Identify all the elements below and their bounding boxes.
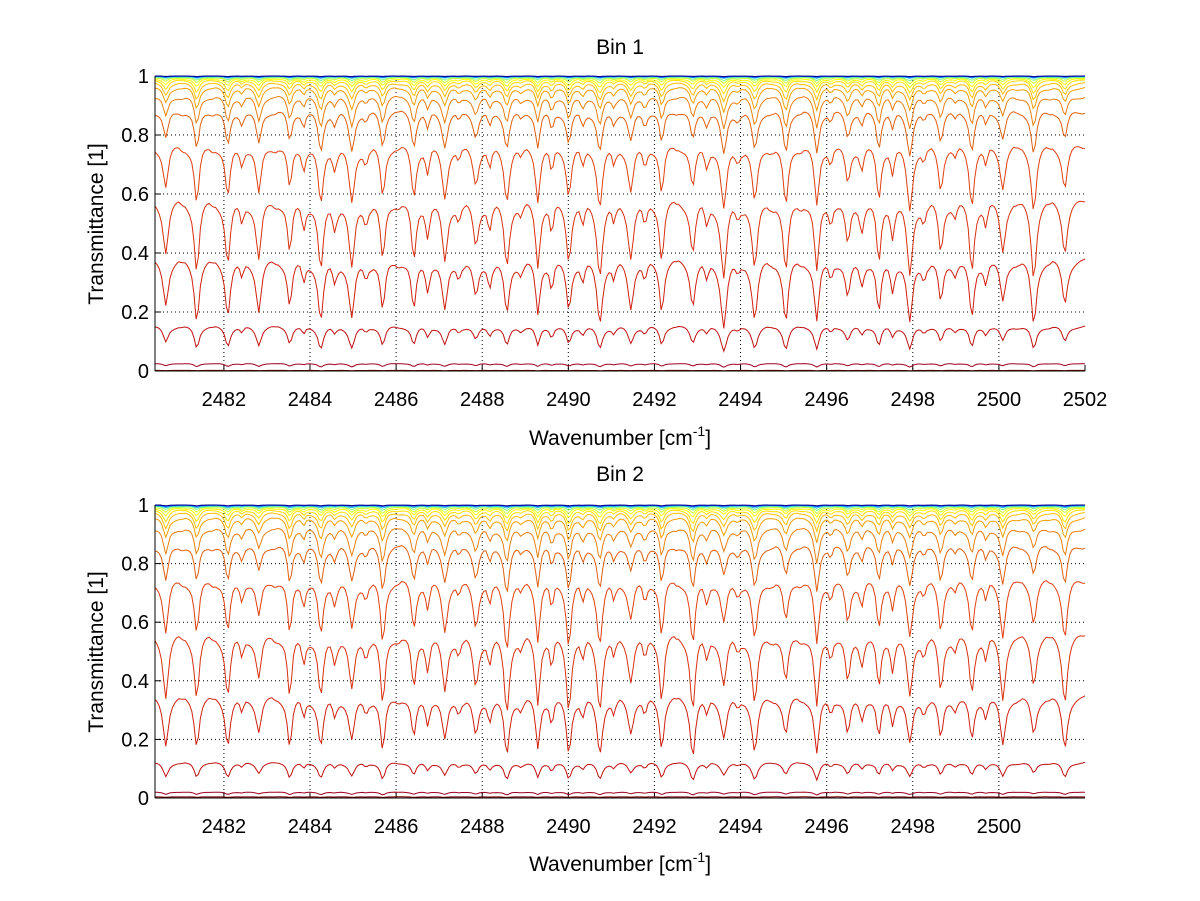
x-tick-label: 2488 bbox=[460, 816, 505, 838]
x-tick-label: 2488 bbox=[460, 389, 505, 411]
series-line-s17 bbox=[155, 796, 1085, 798]
axes-bin-1: Bin 1 Wavenumber [cm-1] Transmittance [1… bbox=[85, 36, 1107, 450]
series-line-s3 bbox=[155, 505, 1086, 509]
series-line-s12 bbox=[154, 146, 1086, 212]
y-tick-label: 0.8 bbox=[121, 554, 149, 576]
series-line-s14 bbox=[154, 695, 1086, 755]
x-tick-label: 2492 bbox=[632, 389, 677, 411]
series-line-s7 bbox=[154, 79, 1085, 95]
x-tick-label: 2494 bbox=[718, 389, 763, 411]
series-line-s4 bbox=[155, 76, 1086, 82]
axes-bin-2: Bin 2 Wavenumber [cm-1] Transmittance [1… bbox=[85, 463, 1086, 876]
x-tick-label: 2482 bbox=[202, 389, 247, 411]
x-tick-label: 2490 bbox=[546, 816, 591, 838]
y-axis-label: Transmittance [1] bbox=[85, 143, 108, 304]
series-line-s10 bbox=[154, 527, 1086, 564]
x-tick-label: 2500 bbox=[977, 816, 1022, 838]
x-tick-label: 2492 bbox=[632, 816, 677, 838]
series-line-s12 bbox=[154, 580, 1086, 648]
x-tick-label: 2494 bbox=[718, 816, 763, 838]
x-axis-label-end: ] bbox=[705, 427, 711, 450]
y-tick-label: 1 bbox=[138, 495, 149, 517]
series-line-s11 bbox=[154, 545, 1086, 593]
y-tick-label: 0.6 bbox=[121, 612, 149, 634]
y-tick-label: 0.2 bbox=[121, 302, 149, 324]
series-line-s1 bbox=[154, 504, 1085, 507]
series-line-s7 bbox=[154, 509, 1086, 525]
series-line-s13 bbox=[154, 200, 1086, 279]
y-tick-label: 0 bbox=[138, 788, 149, 810]
series-line-s10 bbox=[154, 95, 1086, 130]
x-tick-label: 2484 bbox=[288, 389, 333, 411]
x-tick-label: 2490 bbox=[546, 389, 591, 411]
series-line-s16 bbox=[155, 791, 1086, 796]
series-line-s9 bbox=[154, 86, 1086, 114]
x-axis-label-superscript: -1 bbox=[693, 423, 706, 439]
x-tick-label: 2496 bbox=[804, 816, 849, 838]
y-tick-label: 0.8 bbox=[121, 125, 149, 147]
y-tick-label: 0.4 bbox=[121, 243, 149, 265]
series-line-s13 bbox=[154, 635, 1086, 711]
series-line-s4 bbox=[155, 505, 1086, 512]
y-tick-label: 0.6 bbox=[121, 184, 149, 206]
x-axis-label-superscript: -1 bbox=[693, 849, 706, 865]
x-tick-label: 2486 bbox=[374, 816, 419, 838]
series-line-s15 bbox=[154, 761, 1086, 782]
series-line-s1 bbox=[155, 75, 1085, 78]
y-axis-label: Transmittance [1] bbox=[85, 571, 108, 732]
y-tick-label: 0 bbox=[138, 361, 149, 383]
y-tick-label: 0.2 bbox=[121, 729, 149, 751]
chart-title: Bin 1 bbox=[596, 36, 644, 59]
x-axis-label-text: Wavenumber [cm bbox=[529, 427, 693, 450]
series-line-s6 bbox=[154, 78, 1085, 89]
y-tick-label: 0.4 bbox=[121, 671, 149, 693]
y-tick-label: 1 bbox=[138, 66, 149, 88]
x-tick-label: 2498 bbox=[891, 816, 936, 838]
series-line-s15 bbox=[154, 325, 1086, 353]
x-tick-label: 2498 bbox=[891, 389, 936, 411]
series-line-s16 bbox=[155, 363, 1086, 368]
series-line-s14 bbox=[154, 258, 1086, 329]
series-line-s5 bbox=[154, 77, 1086, 85]
x-tick-label: 2500 bbox=[977, 389, 1022, 411]
x-tick-label: 2502 bbox=[1063, 389, 1108, 411]
x-tick-label: 2482 bbox=[202, 816, 247, 838]
x-axis-label-end: ] bbox=[705, 853, 711, 876]
x-tick-label: 2484 bbox=[288, 816, 333, 838]
chart-title: Bin 2 bbox=[596, 463, 644, 486]
series-line-s8 bbox=[154, 511, 1086, 533]
series-line-s6 bbox=[154, 507, 1085, 519]
series-line-s5 bbox=[154, 506, 1086, 515]
series-line-s11 bbox=[154, 110, 1086, 157]
x-tick-label: 2496 bbox=[804, 389, 849, 411]
series-line-s9 bbox=[154, 517, 1086, 544]
x-tick-label: 2486 bbox=[374, 389, 419, 411]
x-axis-label-text: Wavenumber [cm bbox=[529, 853, 693, 876]
series-line-s8 bbox=[154, 82, 1086, 103]
x-axis-label: Wavenumber [cm-1] bbox=[529, 423, 711, 450]
x-axis-label: Wavenumber [cm-1] bbox=[529, 849, 711, 876]
